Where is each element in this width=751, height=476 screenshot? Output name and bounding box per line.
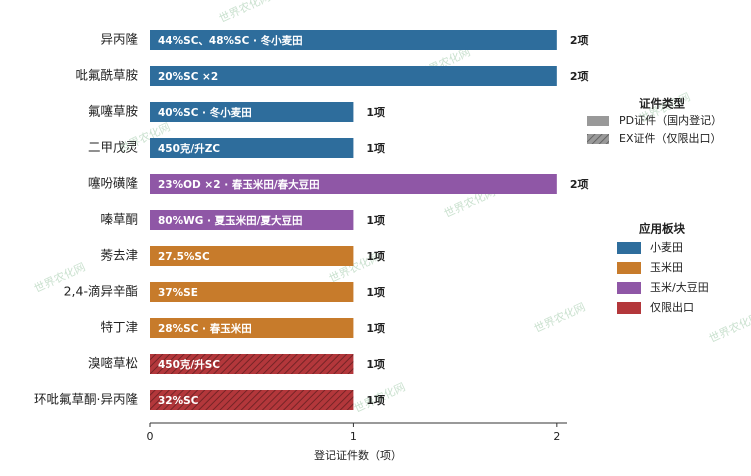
legend-title: 证件类型 [639, 97, 685, 111]
value-label: 1项 [366, 394, 385, 407]
bar [150, 66, 557, 86]
y-tick-label: 吡氟酰草胺 [75, 68, 138, 83]
value-label: 1项 [366, 322, 385, 335]
x-tick-label: 2 [553, 430, 560, 443]
y-tick-label: 环吡氟草酮·异丙隆 [34, 392, 138, 407]
legend-swatch [617, 282, 641, 294]
bar-label: 44%SC、48%SC · 冬小麦田 [158, 34, 303, 47]
value-label: 1项 [366, 214, 385, 227]
legend-swatch [617, 262, 641, 274]
y-tick-label: 氟噻草胺 [88, 104, 138, 119]
y-tick-label: 嗪草酮 [100, 212, 138, 227]
y-tick-label: 特丁津 [100, 320, 138, 335]
value-label: 2项 [570, 70, 589, 83]
bar [150, 210, 354, 230]
legend-label: EX证件（仅限出口） [619, 131, 722, 145]
value-label: 2项 [570, 34, 589, 47]
legend-swatch [617, 302, 641, 314]
legend-label: 小麦田 [650, 241, 683, 254]
x-tick-label: 0 [147, 430, 154, 443]
bar [150, 102, 354, 122]
x-tick-label: 1 [350, 430, 357, 443]
value-label: 2项 [570, 178, 589, 191]
bar [150, 282, 354, 302]
value-label: 1项 [366, 250, 385, 263]
bar [150, 318, 354, 338]
bar [150, 174, 557, 194]
bar [150, 30, 557, 50]
bar-label: 450克/升SC [158, 358, 220, 371]
bar-label: 450克/升ZC [158, 142, 220, 155]
legend-label: 玉米/大豆田 [650, 280, 709, 294]
bar [150, 246, 354, 266]
bar-label: 23%OD ×2 · 春玉米田/春大豆田 [158, 178, 320, 191]
watermark: 世界农化网 [532, 300, 588, 336]
value-label: 1项 [366, 358, 385, 371]
value-label: 1项 [366, 106, 385, 119]
legend-swatch [617, 242, 641, 254]
watermark: 世界农化网 [217, 0, 273, 25]
bar-label: 37%SE [158, 287, 198, 299]
y-tick-label: 溴嘧草松 [88, 356, 138, 371]
watermark: 世界农化网 [707, 310, 751, 346]
bar-label: 20%SC ×2 [158, 71, 218, 83]
y-tick-label: 二甲戊灵 [88, 140, 139, 155]
value-label: 1项 [366, 286, 385, 299]
legend-title: 应用板块 [639, 222, 685, 236]
legend: 证件类型 PD证件（国内登记） EX证件（仅限出口） 应用板块小麦田玉米田玉米/大豆田… [587, 97, 722, 314]
value-label: 1项 [366, 142, 385, 155]
y-tick-label: 莠去津 [100, 248, 138, 263]
bar-label: 28%SC · 春玉米田 [158, 322, 252, 335]
legend-swatch-hatch [587, 134, 609, 144]
y-tick-label: 2,4-滴异辛酯 [64, 284, 138, 299]
y-tick-label: 噻吩磺隆 [88, 176, 139, 191]
legend-label: 仅限出口 [650, 300, 694, 314]
bar-label: 80%WG · 夏玉米田/夏大豆田 [158, 214, 302, 227]
bar-hatch [150, 354, 354, 374]
legend-swatch [587, 116, 609, 126]
x-axis-label: 登记证件数（项） [314, 448, 402, 462]
bar-hatch [150, 390, 354, 410]
legend-label: PD证件（国内登记） [619, 113, 722, 127]
bar-label: 32%SC [158, 395, 199, 407]
legend-label: 玉米田 [650, 261, 683, 274]
bar [150, 138, 354, 158]
y-tick-label: 异丙隆 [100, 32, 138, 47]
bar-label: 40%SC · 冬小麦田 [158, 106, 252, 119]
bar-label: 27.5%SC [158, 251, 210, 263]
